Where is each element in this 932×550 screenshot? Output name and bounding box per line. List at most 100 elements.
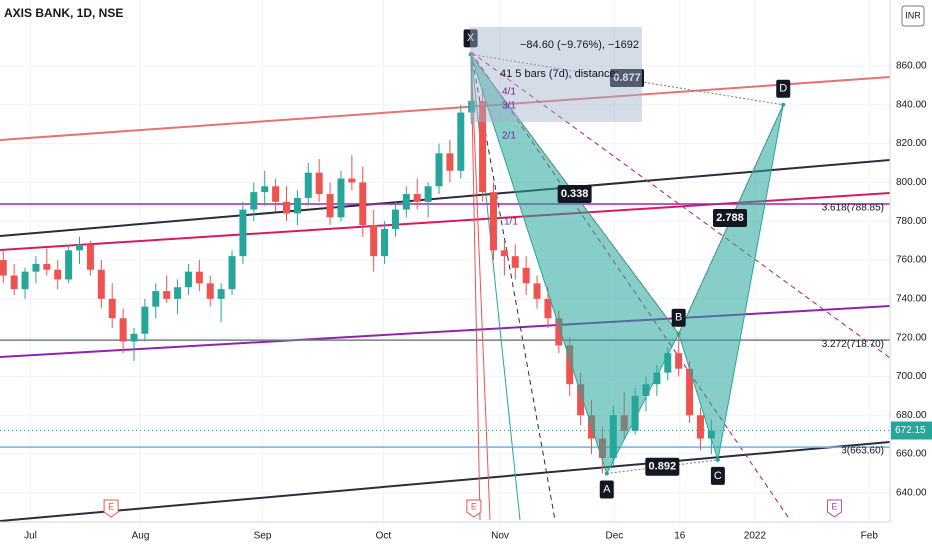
y-tick-label: 700.00 bbox=[896, 371, 927, 382]
y-tick-label: 720.00 bbox=[896, 332, 927, 343]
candle-body bbox=[664, 353, 672, 373]
measure-text: 41 5 bars (7d), distance: bbox=[500, 68, 619, 80]
candles bbox=[0, 54, 715, 474]
candle-body bbox=[359, 182, 367, 226]
pattern-point-badge bbox=[710, 466, 725, 485]
fan-labels: 4/1 3/1 2/1 1/1 bbox=[502, 87, 518, 228]
candle-body bbox=[86, 244, 94, 270]
last-price-badge bbox=[891, 421, 932, 440]
pattern-point-badge bbox=[776, 79, 791, 98]
candle-body bbox=[21, 271, 29, 290]
ratio-badge bbox=[713, 209, 747, 227]
earnings-label: E bbox=[108, 501, 114, 511]
x-tick-label: Jul bbox=[24, 531, 37, 542]
currency: INR bbox=[905, 10, 921, 20]
pattern-point bbox=[676, 331, 681, 336]
pattern-point-badge bbox=[671, 308, 686, 327]
x-tick-label: Dec bbox=[605, 531, 623, 542]
y-tick-label: 840.00 bbox=[896, 99, 927, 110]
candle-body bbox=[108, 298, 116, 319]
pattern-point bbox=[604, 471, 609, 476]
y-tick-label: 820.00 bbox=[896, 138, 927, 149]
candle-body bbox=[293, 197, 301, 214]
fan-label: 4/1 bbox=[502, 87, 516, 98]
candle-body bbox=[326, 194, 334, 218]
candle-body bbox=[370, 225, 378, 257]
y-tick-label: 780.00 bbox=[896, 216, 927, 227]
fan-line bbox=[470, 51, 481, 521]
earnings-marker bbox=[466, 499, 482, 518]
candle-body bbox=[195, 271, 203, 284]
y-tick-label: 680.00 bbox=[896, 410, 927, 421]
candle-body bbox=[184, 271, 192, 288]
pattern: X A B C D 0.338 0.877 0.892 2.788 bbox=[463, 29, 791, 499]
candle-body bbox=[696, 415, 704, 439]
fan-label: 2/1 bbox=[502, 131, 516, 142]
candle-body bbox=[675, 353, 683, 369]
earnings-marker bbox=[103, 499, 119, 518]
candle-body bbox=[315, 172, 323, 195]
candle-body bbox=[435, 153, 443, 187]
pattern-point bbox=[468, 52, 473, 57]
candle-body bbox=[261, 186, 269, 193]
candle-body bbox=[348, 178, 356, 183]
candle-body bbox=[381, 228, 389, 257]
fan-line bbox=[470, 51, 891, 359]
candle-body bbox=[54, 269, 62, 280]
candle-body bbox=[76, 244, 84, 251]
fan-line bbox=[470, 51, 491, 521]
candle-body bbox=[141, 306, 149, 334]
fan-label: 1/1 bbox=[504, 217, 518, 228]
ratio-badge bbox=[557, 185, 592, 204]
candle-body bbox=[424, 186, 432, 202]
trend-line bbox=[0, 441, 891, 522]
ratio-badge bbox=[610, 69, 644, 87]
earnings-marker bbox=[826, 499, 842, 518]
candle-body bbox=[97, 269, 105, 299]
candle-body bbox=[468, 100, 476, 113]
measure-text: −84.60 (−9.76%), −1692 bbox=[520, 39, 639, 51]
candle-body bbox=[500, 250, 508, 257]
candle-body bbox=[119, 318, 127, 342]
x-tick-label: Sep bbox=[254, 531, 272, 542]
x-tick-label: Oct bbox=[376, 531, 392, 542]
candle-body bbox=[250, 192, 258, 210]
trend-line bbox=[0, 159, 891, 237]
candle-body bbox=[337, 178, 345, 218]
candle-body bbox=[522, 267, 530, 284]
x-tick-label: Aug bbox=[132, 531, 150, 542]
candle-body bbox=[163, 291, 171, 299]
x-tick-label: 2022 bbox=[744, 531, 767, 542]
candle-body bbox=[282, 201, 290, 214]
candle-body bbox=[304, 172, 312, 198]
y-tick-label: 860.00 bbox=[896, 61, 927, 72]
ratio-badge bbox=[645, 457, 680, 476]
candle-body bbox=[402, 194, 410, 210]
pattern-ratio-line bbox=[470, 53, 784, 106]
candle-body bbox=[555, 318, 563, 346]
pattern-point-label: D bbox=[779, 83, 787, 95]
candle-body bbox=[130, 333, 138, 342]
candle-body bbox=[533, 283, 541, 299]
chart-title: AXIS BANK, 1D, NSE bbox=[4, 6, 123, 20]
pattern-point-label: A bbox=[603, 483, 611, 495]
ratio-label: 0.338 bbox=[561, 188, 589, 200]
y-tick-label: 740.00 bbox=[896, 293, 927, 304]
candle-body bbox=[446, 153, 454, 171]
y-tick-label: 640.00 bbox=[896, 488, 927, 499]
currency-box[interactable] bbox=[901, 5, 925, 27]
ratio-label: 0.892 bbox=[649, 461, 677, 473]
pattern-point-label: B bbox=[675, 312, 682, 324]
fan-label: 3/1 bbox=[502, 101, 516, 112]
x-tick-label: Feb bbox=[861, 531, 879, 542]
candle-body bbox=[413, 194, 421, 202]
candle-body bbox=[479, 100, 487, 193]
x-axis-band bbox=[0, 522, 932, 550]
x-tick-label: Nov bbox=[491, 531, 509, 542]
earnings-label: E bbox=[831, 501, 837, 511]
pattern-point-label: C bbox=[714, 470, 722, 482]
level-label: 3(663.60) bbox=[841, 446, 884, 457]
candle-body bbox=[10, 275, 18, 290]
